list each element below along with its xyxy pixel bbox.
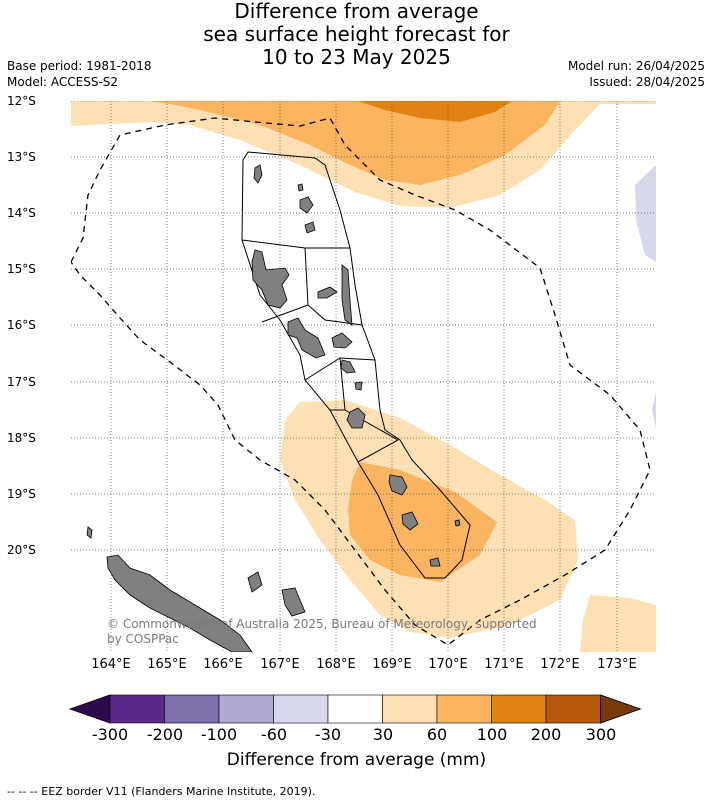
colorbar-label: -300 (91, 725, 129, 744)
lon-label: 169°E (372, 657, 412, 672)
anomaly-region-east-purple (635, 165, 656, 262)
copyright-line-2: by COSPPac (107, 632, 179, 646)
eez-footnote: -- -- -- EEZ border V11 (Flanders Marine… (7, 785, 316, 798)
colorbar-label: -30 (314, 725, 342, 744)
anomaly-region-north-mid (150, 101, 560, 185)
lat-label: 19°S (7, 487, 36, 501)
colorbar-label: -60 (260, 725, 288, 744)
lon-label: 168°E (316, 657, 356, 672)
colorbar-segment (164, 694, 220, 724)
lat-label: 16°S (7, 318, 36, 332)
lon-label: 167°E (260, 657, 300, 672)
colorbar-label: 30 (372, 725, 394, 744)
anomaly-region-south-mid (348, 462, 497, 582)
islands (86, 164, 461, 652)
lat-label: 13°S (7, 150, 36, 164)
colorbar-label: 300 (585, 725, 617, 744)
lon-label: 172°E (540, 657, 580, 672)
colorbar-arrow-low (68, 694, 111, 724)
title-line-3: 10 to 23 May 2025 (262, 45, 451, 69)
lat-label: 14°S (7, 206, 36, 220)
colorbar (68, 694, 642, 724)
title-line-2: sea surface height forecast for (203, 22, 510, 46)
colorbar-segment (491, 694, 547, 724)
colorbar-segment (382, 694, 438, 724)
colorbar-title: Difference from average (mm) (226, 750, 487, 770)
colorbar-label: 100 (476, 725, 508, 744)
colorbar-label: 200 (530, 725, 562, 744)
colorbar-segment (545, 694, 601, 724)
lon-label: 170°E (428, 657, 468, 672)
grid-lines (71, 101, 656, 652)
lon-label: 171°E (484, 657, 524, 672)
lon-label: 165°E (147, 657, 187, 672)
colorbar-segment (273, 694, 329, 724)
copyright-line-1: © Commonwealth of Australia 2025, Bureau… (107, 617, 537, 631)
colorbar-arrow-high (600, 694, 642, 724)
meta-right: Model run: 26/04/2025 Issued: 28/04/2025 (568, 58, 705, 90)
issued-date: Issued: 28/04/2025 (589, 75, 705, 89)
colorbar-label: -200 (146, 725, 184, 744)
model-run: Model run: 26/04/2025 (567, 59, 705, 73)
lon-label: 173°E (597, 657, 637, 672)
colorbar-segment (436, 694, 492, 724)
model-name: Model: ACCESS-S2 (7, 75, 119, 89)
lon-label: 164°E (91, 657, 131, 672)
anomaly-region-southeast-light (580, 595, 656, 652)
lat-label: 20°S (7, 543, 36, 557)
eez-border (71, 117, 651, 646)
colorbar-segment (218, 694, 274, 724)
base-period: Base period: 1981-2018 (7, 59, 152, 73)
copyright-notice: © Commonwealth of Australia 2025, Bureau… (107, 617, 537, 647)
colorbar-label: 60 (426, 725, 448, 744)
title-line-1: Difference from average (234, 0, 479, 23)
lat-label: 18°S (7, 431, 36, 445)
meta-left: Base period: 1981-2018 Model: ACCESS-S2 (7, 58, 152, 90)
lat-label: 15°S (7, 262, 36, 276)
colorbar-segment (109, 694, 165, 724)
map-title: Difference from average sea surface heig… (0, 0, 713, 69)
lat-label: 12°S (7, 94, 36, 108)
anomaly-region-north-dark (358, 101, 512, 122)
anomaly-region-east-purple-small (652, 392, 656, 428)
colorbar-label: -100 (200, 725, 238, 744)
lat-label: 17°S (7, 375, 36, 389)
lon-label: 166°E (203, 657, 243, 672)
colorbar-segment (327, 694, 383, 724)
province-boundaries (241, 151, 471, 579)
